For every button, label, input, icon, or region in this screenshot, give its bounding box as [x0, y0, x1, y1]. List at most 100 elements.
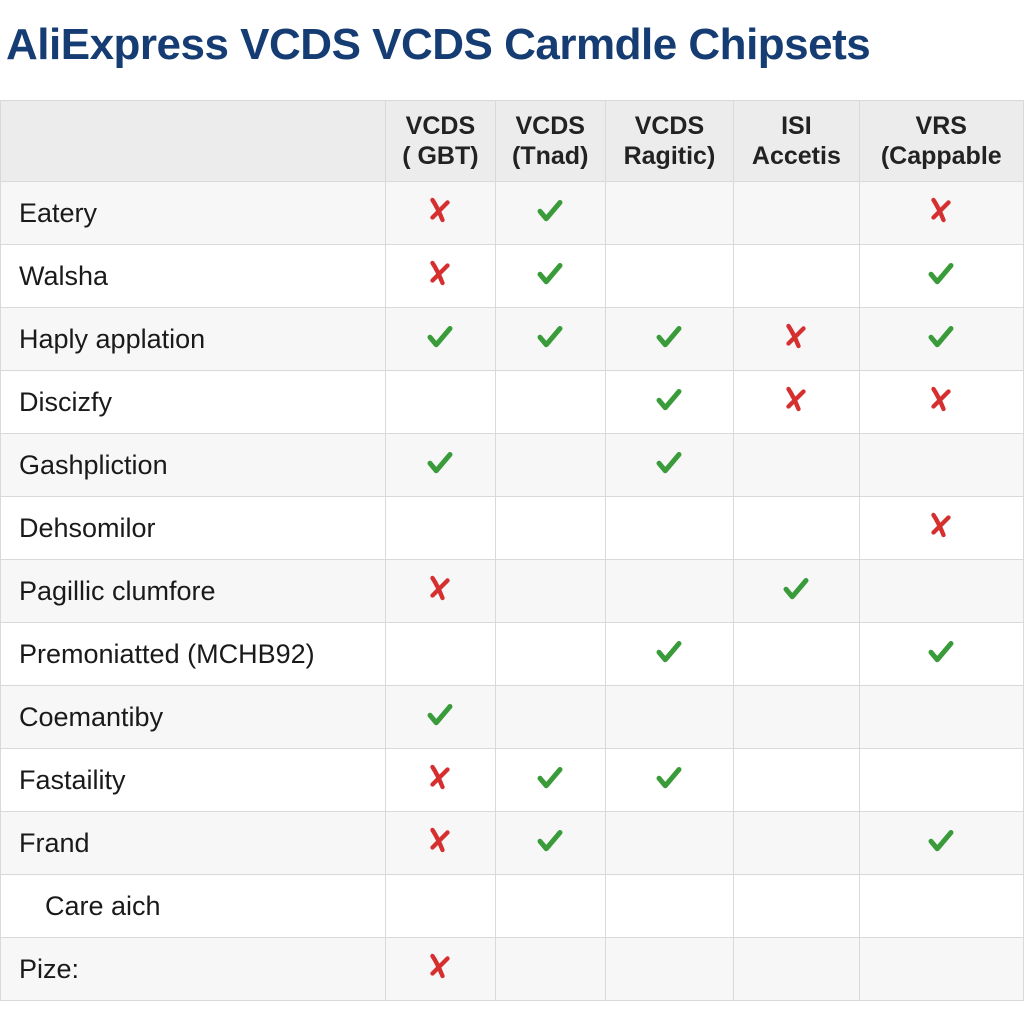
cell: [386, 812, 496, 875]
table-row: Coemantiby: [1, 686, 1024, 749]
check-icon: [425, 447, 455, 477]
table-row: Pagillic clumfore: [1, 560, 1024, 623]
table-row: Fastaility: [1, 749, 1024, 812]
cell: [495, 812, 605, 875]
cell: [386, 182, 496, 245]
col-header-2: VCDSRagitic): [605, 101, 734, 182]
check-icon: [654, 384, 684, 414]
cell: [605, 182, 734, 245]
cell: [859, 245, 1023, 308]
cross-icon: [926, 195, 956, 225]
cell: [386, 686, 496, 749]
check-icon: [926, 825, 956, 855]
table-row: Haply applation: [1, 308, 1024, 371]
cell: [734, 308, 859, 371]
cell: [386, 497, 496, 560]
cross-icon: [425, 258, 455, 288]
cell: [495, 938, 605, 1001]
cell: [734, 812, 859, 875]
cell: [386, 623, 496, 686]
cell: [859, 560, 1023, 623]
cross-icon: [425, 951, 455, 981]
cell: [495, 686, 605, 749]
row-label: Dehsomilor: [1, 497, 386, 560]
cell: [605, 434, 734, 497]
check-icon: [535, 825, 565, 855]
cell: [859, 308, 1023, 371]
row-label: Gashpliction: [1, 434, 386, 497]
row-label: Eatery: [1, 182, 386, 245]
cell: [605, 245, 734, 308]
cell: [605, 938, 734, 1001]
check-icon: [425, 321, 455, 351]
row-label: Coemantiby: [1, 686, 386, 749]
cell: [386, 245, 496, 308]
cell: [734, 560, 859, 623]
table-row: Walsha: [1, 245, 1024, 308]
cross-icon: [926, 510, 956, 540]
cell: [859, 182, 1023, 245]
cell: [386, 434, 496, 497]
cell: [386, 938, 496, 1001]
cross-icon: [425, 195, 455, 225]
cell: [495, 371, 605, 434]
cell: [386, 308, 496, 371]
table-row: Care aich: [1, 875, 1024, 938]
cell: [605, 371, 734, 434]
cell: [605, 749, 734, 812]
cell: [495, 623, 605, 686]
cell: [386, 749, 496, 812]
check-icon: [535, 321, 565, 351]
row-label: Discizfy: [1, 371, 386, 434]
cell: [859, 623, 1023, 686]
row-label: Premoniatted (MCHB92): [1, 623, 386, 686]
cell: [859, 875, 1023, 938]
row-label: Fastaility: [1, 749, 386, 812]
cell: [605, 623, 734, 686]
cell: [734, 497, 859, 560]
cell: [859, 749, 1023, 812]
cross-icon: [781, 384, 811, 414]
cross-icon: [425, 573, 455, 603]
table-row: Gashpliction: [1, 434, 1024, 497]
row-label: Pagillic clumfore: [1, 560, 386, 623]
cell: [495, 245, 605, 308]
comparison-table: VCDS( GBT)VCDS(Tnad)VCDSRagitic)ISIAccet…: [0, 100, 1024, 1001]
cell: [734, 623, 859, 686]
check-icon: [926, 258, 956, 288]
check-icon: [781, 573, 811, 603]
row-label: Pize:: [1, 938, 386, 1001]
cell: [734, 686, 859, 749]
table-row: Frand: [1, 812, 1024, 875]
check-icon: [926, 321, 956, 351]
cell: [495, 434, 605, 497]
page-title: AliExpress VCDS VCDS Carmdle Chipsets: [6, 20, 1024, 70]
cross-icon: [781, 321, 811, 351]
col-header-0: VCDS( GBT): [386, 101, 496, 182]
cell: [859, 686, 1023, 749]
cell: [495, 875, 605, 938]
cell: [734, 938, 859, 1001]
check-icon: [535, 195, 565, 225]
table-row: Dehsomilor: [1, 497, 1024, 560]
cell: [734, 434, 859, 497]
cell: [495, 182, 605, 245]
check-icon: [654, 321, 684, 351]
check-icon: [535, 762, 565, 792]
cell: [859, 434, 1023, 497]
cell: [386, 560, 496, 623]
cross-icon: [425, 762, 455, 792]
check-icon: [535, 258, 565, 288]
check-icon: [654, 447, 684, 477]
cell: [605, 686, 734, 749]
cell: [495, 749, 605, 812]
cell: [495, 308, 605, 371]
corner-cell: [1, 101, 386, 182]
col-header-3: ISIAccetis: [734, 101, 859, 182]
check-icon: [926, 636, 956, 666]
cell: [605, 560, 734, 623]
cell: [859, 371, 1023, 434]
row-label: Walsha: [1, 245, 386, 308]
cell: [605, 308, 734, 371]
cell: [495, 560, 605, 623]
